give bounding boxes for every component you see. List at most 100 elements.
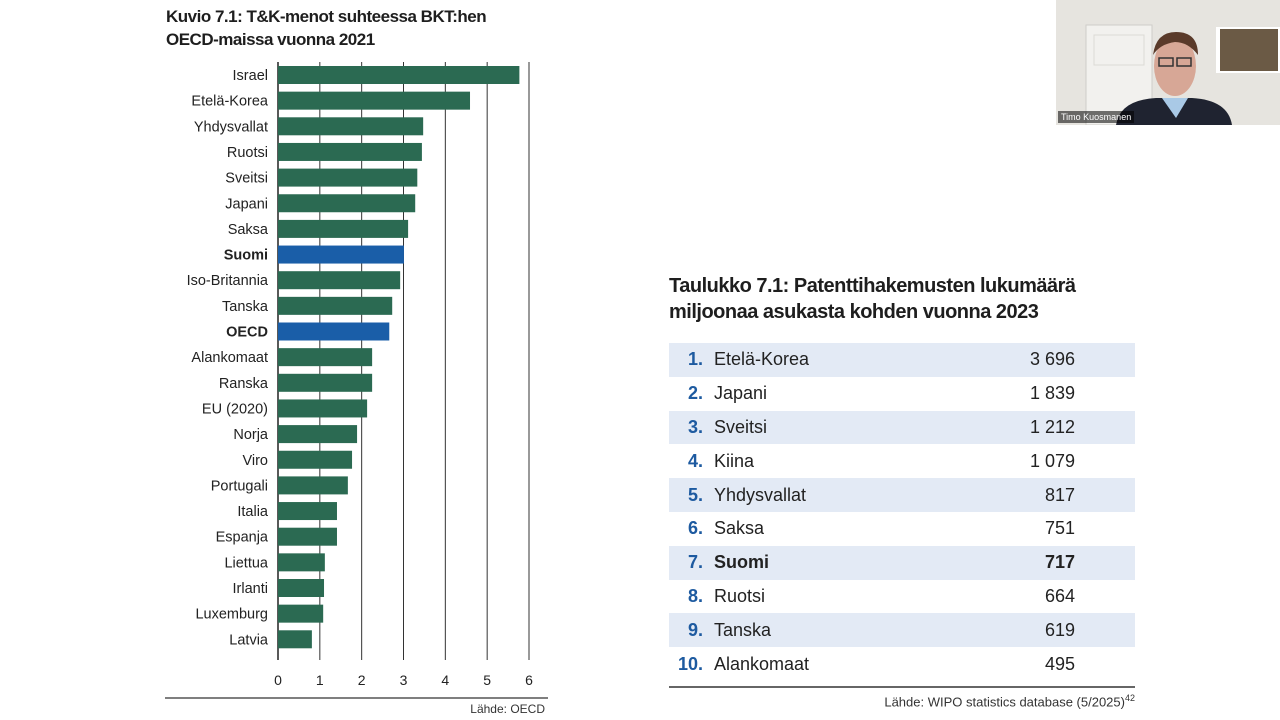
bar-sveitsi bbox=[278, 168, 418, 187]
chart-title-line: Kuvio 7.1: T&K-menot suhteessa BKT:hen bbox=[166, 7, 487, 26]
table-row: 9. Tanska 619 bbox=[669, 613, 1135, 648]
bar-luxemburg bbox=[278, 604, 324, 623]
category-label: Portugali bbox=[211, 478, 268, 494]
patent-count: 619 bbox=[1044, 619, 1075, 640]
table-divider bbox=[669, 686, 1135, 688]
category-label: OECD bbox=[226, 325, 268, 341]
x-tick-label: 5 bbox=[483, 672, 491, 688]
rank: 2. bbox=[687, 383, 703, 404]
category-label: Tanska bbox=[222, 299, 269, 315]
rank: 10. bbox=[677, 653, 703, 674]
table-title-line: Taulukko 7.1: Patenttihakemusten lukumää… bbox=[669, 275, 1076, 297]
country-name: Alankomaat bbox=[714, 653, 810, 674]
rank: 5. bbox=[687, 484, 703, 505]
country-name: Sveitsi bbox=[714, 416, 768, 437]
bar-ranska bbox=[278, 373, 373, 392]
country-name: Suomi bbox=[714, 552, 770, 573]
x-tick-label: 3 bbox=[400, 672, 408, 688]
bar-ruotsi bbox=[278, 142, 422, 161]
category-label: Etelä-Korea bbox=[191, 94, 269, 110]
bar-alankomaat bbox=[278, 348, 373, 367]
category-label: Espanja bbox=[216, 530, 269, 546]
category-label: Irlanti bbox=[233, 581, 268, 597]
category-label: Yhdysvallat bbox=[194, 119, 268, 135]
bar-iso-britannia bbox=[278, 271, 401, 290]
participant-video bbox=[1056, 0, 1280, 125]
bar-yhdysvallat bbox=[278, 117, 424, 136]
rank: 3. bbox=[687, 416, 703, 437]
bar-etelä-korea bbox=[278, 91, 471, 110]
rank: 8. bbox=[687, 585, 703, 606]
bar-israel bbox=[278, 66, 520, 84]
chart-title-line: OECD-maissa vuonna 2021 bbox=[166, 30, 375, 49]
chart-title: Kuvio 7.1: T&K-menot suhteessa BKT:hen O… bbox=[166, 5, 487, 51]
category-label: Saksa bbox=[228, 222, 269, 238]
category-label: Liettua bbox=[224, 555, 268, 571]
category-label: Latvia bbox=[229, 632, 269, 648]
category-label: Japani bbox=[225, 196, 268, 212]
patent-count: 1 212 bbox=[1029, 416, 1075, 437]
footnote-mark: 42 bbox=[1124, 693, 1135, 703]
x-tick-label: 6 bbox=[525, 672, 533, 688]
x-tick-label: 4 bbox=[441, 672, 449, 688]
table-row: 3. Sveitsi 1 212 bbox=[669, 410, 1135, 445]
category-label: Viro bbox=[242, 453, 268, 469]
country-name: Ruotsi bbox=[714, 585, 766, 606]
category-label: EU (2020) bbox=[202, 401, 268, 417]
category-label: Alankomaat bbox=[191, 350, 268, 366]
video-thumbnail[interactable]: Timo Kuosmanen bbox=[1056, 0, 1280, 125]
bar-italia bbox=[278, 502, 337, 521]
bar-oecd bbox=[278, 322, 390, 341]
category-label: Israel bbox=[233, 68, 268, 84]
category-label: Iso-Britannia bbox=[187, 273, 269, 289]
patent-table: 1. Etelä-Korea 3 696 2. Japani 1 839 3. Sveitsi… bbox=[669, 343, 1135, 681]
table-row: 10. Alankomaat 495 bbox=[669, 647, 1135, 681]
country-name: Etelä-Korea bbox=[714, 349, 810, 370]
table-title: Taulukko 7.1: Patenttihakemusten lukumää… bbox=[669, 273, 1076, 325]
rank: 1. bbox=[687, 349, 703, 370]
bar-portugali bbox=[278, 476, 348, 495]
country-name: Kiina bbox=[714, 450, 755, 471]
table-row: 4. Kiina 1 079 bbox=[669, 444, 1135, 478]
table-row: 5. Yhdysvallat 817 bbox=[669, 478, 1135, 512]
bar-tanska bbox=[278, 296, 393, 315]
chart-source: Lähde: OECD bbox=[470, 702, 545, 716]
bar-eu-2020- bbox=[278, 399, 368, 418]
country-name: Japani bbox=[714, 383, 768, 404]
category-label: Luxemburg bbox=[195, 607, 268, 623]
x-tick-label: 2 bbox=[358, 672, 366, 688]
category-label: Ranska bbox=[219, 376, 269, 392]
country-name: Saksa bbox=[714, 518, 765, 539]
bar-suomi bbox=[278, 245, 404, 264]
participant-name: Timo Kuosmanen bbox=[1058, 111, 1135, 123]
rank: 7. bbox=[687, 552, 703, 573]
category-label: Ruotsi bbox=[227, 145, 268, 161]
bar-irlanti bbox=[278, 579, 325, 597]
patent-count: 751 bbox=[1044, 518, 1075, 539]
table-title-line: miljoonaa asukasta kohden vuonna 2023 bbox=[669, 301, 1039, 323]
bar-japani bbox=[278, 194, 416, 213]
patent-count: 1 079 bbox=[1029, 450, 1075, 471]
country-name: Tanska bbox=[714, 619, 772, 640]
patent-count: 3 696 bbox=[1029, 349, 1075, 370]
category-label: Suomi bbox=[224, 248, 268, 264]
patent-count: 817 bbox=[1044, 484, 1075, 505]
table-row: 6. Saksa 751 bbox=[669, 512, 1135, 546]
bar-viro bbox=[278, 450, 353, 469]
bar-liettua bbox=[278, 553, 325, 572]
rank: 4. bbox=[687, 450, 703, 471]
category-label: Sveitsi bbox=[225, 171, 268, 187]
bar-espanja bbox=[278, 527, 337, 546]
table-source-text: Lähde: WIPO statistics database (5/2025) bbox=[884, 694, 1125, 710]
table-row: 1. Etelä-Korea 3 696 bbox=[669, 343, 1135, 377]
bar-saksa bbox=[278, 219, 409, 238]
category-label: Norja bbox=[233, 427, 269, 443]
patent-count: 717 bbox=[1044, 552, 1075, 573]
bar-chart: 0 1 2 3 4 5 6 Israel Etelä-Korea Yhdysvallat Ruots… bbox=[165, 62, 548, 699]
table-source: Lähde: WIPO statistics database (5/2025)… bbox=[884, 693, 1135, 709]
bar-latvia bbox=[278, 630, 312, 649]
rank: 9. bbox=[687, 619, 703, 640]
patent-count: 495 bbox=[1044, 653, 1075, 674]
category-label: Italia bbox=[237, 504, 269, 520]
bar-norja bbox=[278, 425, 358, 444]
